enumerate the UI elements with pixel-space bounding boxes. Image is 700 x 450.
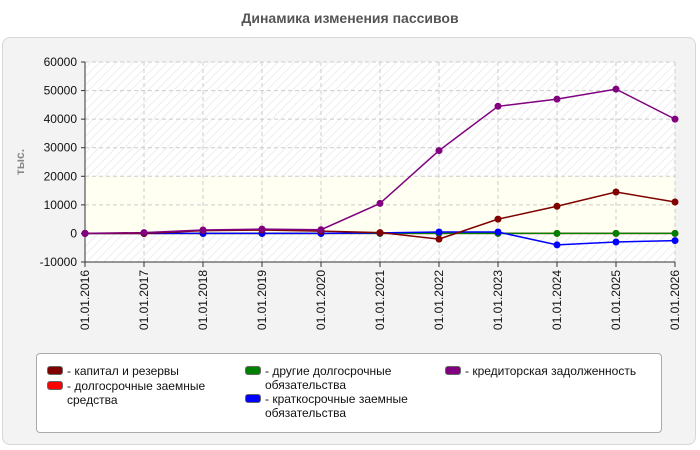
data-point: [140, 229, 148, 237]
data-point: [81, 229, 89, 237]
x-tick-label: 01.01.2019: [255, 270, 269, 330]
legend-swatch: [445, 366, 461, 375]
legend-swatch: [245, 394, 261, 403]
data-point: [435, 147, 443, 155]
y-axis-label: тыс.: [13, 149, 27, 175]
legend-label: - капитал и резервы: [67, 364, 179, 378]
data-point: [553, 202, 561, 210]
data-point: [317, 226, 325, 234]
data-point: [494, 215, 502, 223]
y-tick-label: -10000: [40, 255, 78, 269]
data-point: [612, 238, 620, 246]
legend-label: - кредиторская задолженность: [465, 364, 637, 378]
y-tick-label: 10000: [44, 198, 78, 212]
data-point: [612, 188, 620, 196]
data-point: [494, 102, 502, 110]
legend-label: - долгосрочные заемные средства: [67, 379, 206, 407]
data-point: [553, 229, 561, 237]
data-point: [671, 198, 679, 206]
legend-label: - другие долгосрочные обязательства: [265, 364, 392, 392]
x-tick-label: 01.01.2022: [432, 270, 446, 330]
data-point: [376, 199, 384, 207]
data-point: [671, 237, 679, 245]
legend-label: - краткосрочные заемные обязательства: [265, 392, 408, 420]
data-point: [258, 225, 266, 233]
x-tick-label: 01.01.2021: [373, 270, 387, 330]
x-tick-label: 01.01.2024: [550, 270, 564, 330]
x-tick-label: 01.01.2026: [668, 270, 682, 330]
y-tick-label: 20000: [44, 169, 78, 183]
legend-swatch: [47, 366, 63, 375]
legend-swatch: [245, 366, 261, 375]
data-point: [435, 235, 443, 243]
x-tick-label: 01.01.2020: [314, 270, 328, 330]
x-tick-label: 01.01.2025: [609, 270, 623, 330]
data-point: [376, 229, 384, 237]
y-tick-label: 40000: [44, 112, 78, 126]
legend-swatch: [47, 381, 63, 390]
x-tick-label: 01.01.2018: [196, 270, 210, 330]
data-point: [553, 241, 561, 249]
y-tick-label: 60000: [44, 55, 78, 69]
x-tick-label: 01.01.2017: [137, 270, 151, 330]
x-tick-label: 01.01.2016: [78, 270, 92, 330]
data-point: [671, 229, 679, 237]
y-tick-label: 50000: [44, 84, 78, 98]
y-tick-label: 30000: [44, 141, 78, 155]
chart-legend: - капитал и резервы - долгосрочные заемны…: [36, 353, 662, 433]
data-point: [612, 229, 620, 237]
chart-title: Динамика изменения пассивов: [241, 10, 459, 26]
data-point: [553, 95, 561, 103]
data-point: [199, 226, 207, 234]
data-point: [671, 115, 679, 123]
x-tick-label: 01.01.2023: [491, 270, 505, 330]
data-point: [494, 228, 502, 236]
series-4: [81, 85, 679, 237]
y-tick-label: 0: [70, 226, 77, 240]
data-point: [435, 228, 443, 236]
data-point: [612, 85, 620, 93]
